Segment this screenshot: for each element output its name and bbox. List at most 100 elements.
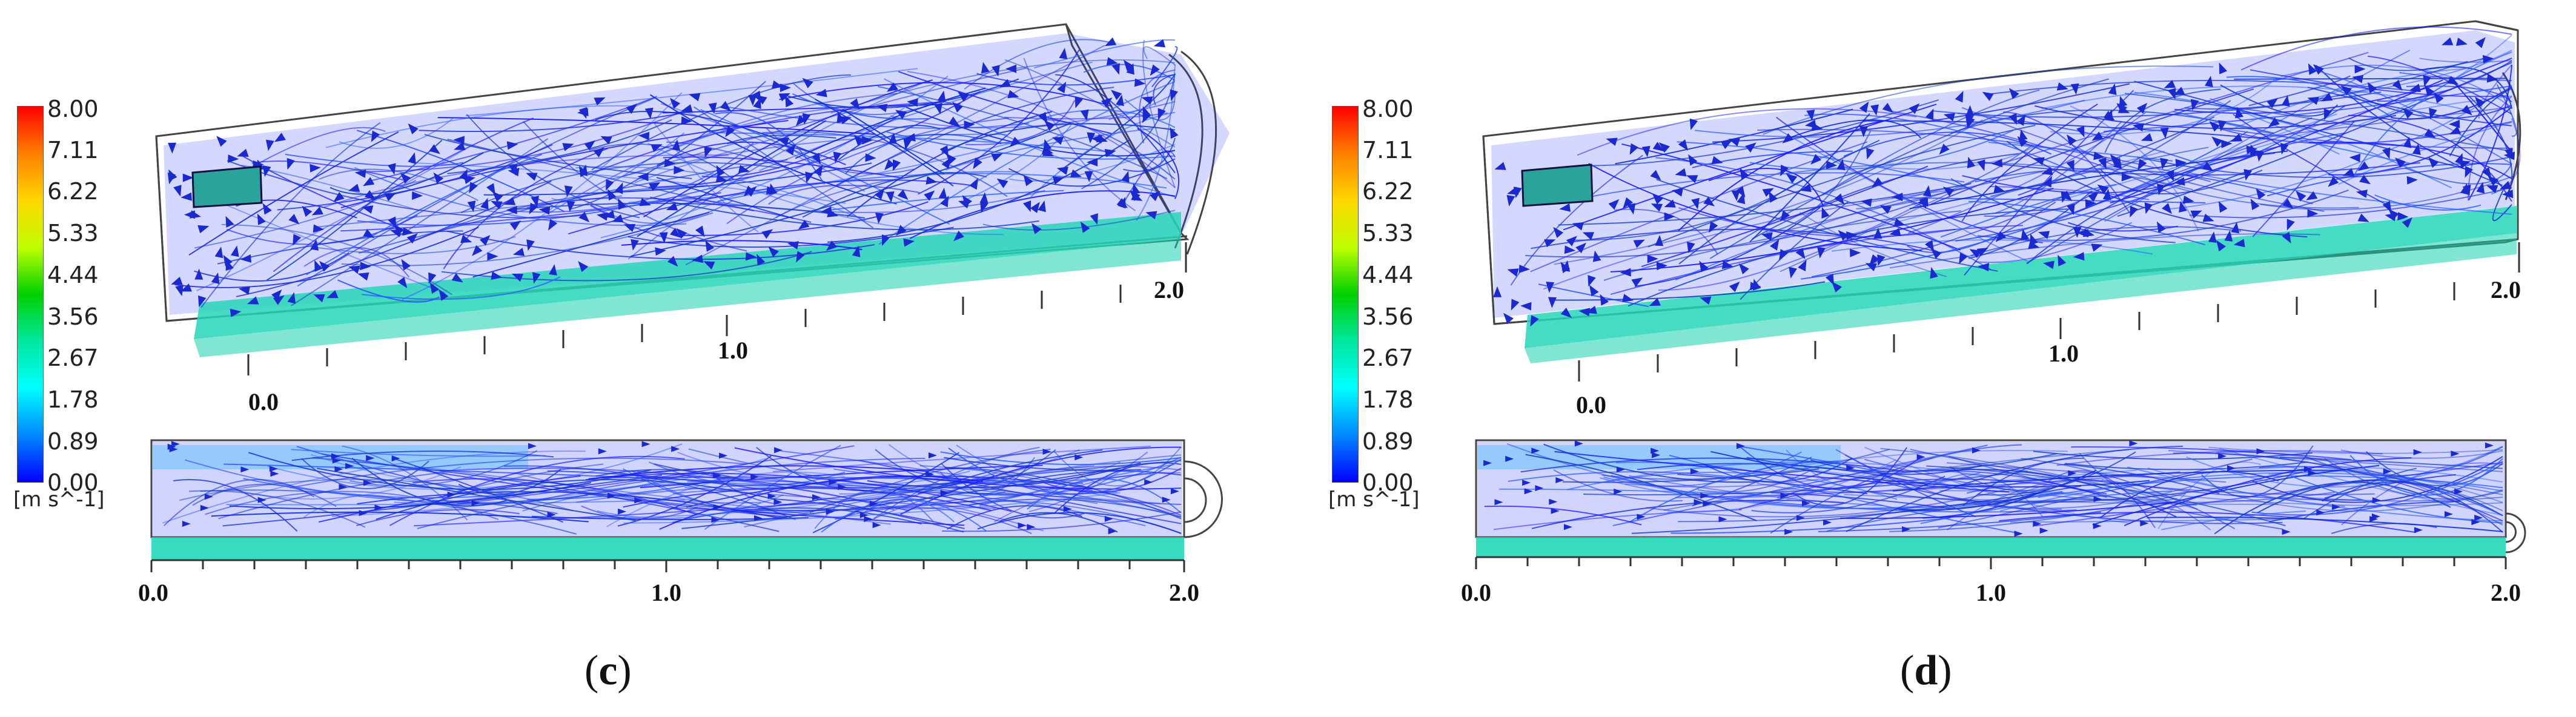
flow-arrowhead [1531,448,1540,454]
flow-arrowhead [216,136,227,147]
streamline [2348,56,2489,71]
streamline [1123,137,1176,172]
streamline [2200,466,2503,483]
flow-arrowhead [2465,166,2473,178]
flow-arrowhead [271,289,282,300]
flow-arrowhead [1977,159,1985,171]
flow-arrowhead [1825,273,1835,286]
flow-arrowhead [674,165,685,174]
flow-arrowhead [402,227,414,236]
flow-arrowhead [433,172,444,184]
flow-arrowhead [339,484,348,491]
flow-arrowhead [2342,168,2355,176]
streamline [1770,492,1953,510]
flow-arrowhead [1649,297,1661,306]
flow-arrowhead [1559,203,1571,212]
flow-arrowhead [2316,509,2325,516]
flow-arrowhead [406,233,418,244]
flow-arrowhead [2354,65,2366,74]
flow-arrowhead [2382,200,2392,213]
streamline [883,78,1176,198]
streamline [1675,471,2180,498]
flow-arrowhead [973,157,982,170]
flow-arrowhead [1823,519,1832,526]
streamline [1641,165,1929,268]
flow-arrowhead [903,238,915,247]
streamline [342,445,468,521]
streamline [917,449,1103,495]
flow-arrowhead [511,273,524,282]
flow-arrowhead [1688,154,1698,166]
flow-arrowhead [1651,448,1660,454]
flow-arrowhead [2043,176,2052,188]
streamline [766,127,915,175]
flow-arrowhead [428,272,437,284]
flow-arrowhead [2454,488,2463,495]
flow-arrowhead [400,173,411,184]
streamline [2308,141,2512,179]
streamline-plot [1475,20,2526,569]
flow-arrowhead [2021,229,2029,241]
flow-arrowhead [838,484,847,491]
flow-arrowhead [169,446,178,452]
streamline [1981,161,2421,176]
streamline [595,469,747,481]
streamline [1628,475,1883,506]
iso-axis [1578,242,2520,382]
streamline [2187,171,2512,215]
flow-arrowhead [1104,37,1117,47]
flow-arrowhead [2246,145,2258,154]
streamline [588,101,945,176]
flow-arrowhead [2067,203,2075,216]
flow-arrowhead [651,144,663,153]
flow-arrowhead [2306,191,2318,200]
flow-arrowhead [1930,267,1938,279]
flow-arrowhead [2038,231,2050,239]
streamline [1060,73,1176,171]
streamline [734,447,1182,490]
flow-arrowhead [1544,239,1556,248]
flow-arrowhead [884,159,895,171]
flow-arrowhead [1789,266,1797,279]
flow-arrowhead [1811,122,1823,131]
flow-arrowhead [578,165,588,177]
streamline [472,211,710,278]
flow-arrowhead [689,93,701,102]
streamline [1588,163,1922,251]
streamline [588,472,1012,512]
flow-arrowhead [1959,253,1968,265]
colorbar-tick: 4.44 [47,262,99,288]
flow-arrowhead [1106,57,1118,65]
streamline [514,472,761,504]
streamline [1014,109,1176,128]
side-streamline-paths [1484,443,2503,535]
streamline [1826,498,2128,532]
flow-arrowhead [2085,199,2096,208]
streamline [2374,194,2482,211]
flow-arrowhead [1108,528,1117,535]
flow-arrowhead [2182,195,2194,204]
flow-arrowhead [2041,167,2053,176]
streamline [2100,169,2263,195]
flow-arrowhead [460,234,472,243]
flow-arrowhead [564,185,573,197]
streamline [663,156,901,179]
flow-arrowhead [805,171,813,183]
flow-arrowhead [2224,230,2233,242]
flow-arrowhead [190,210,202,219]
flow-arrowhead [969,178,978,190]
streamline [1137,128,1180,199]
streamline [1557,172,1965,204]
side-arrowheads [167,441,1179,535]
streamline [1678,119,1888,232]
streamline [878,85,1168,179]
streamline [659,475,984,530]
streamline [2124,457,2412,527]
flow-arrowhead [302,205,313,217]
flow-arrowhead [2321,93,2333,102]
flow-arrowhead [566,200,575,213]
streamline [1624,457,1934,488]
streamline [1554,119,1983,265]
flow-arrowhead [958,200,970,209]
flow-arrowhead [1157,108,1166,120]
